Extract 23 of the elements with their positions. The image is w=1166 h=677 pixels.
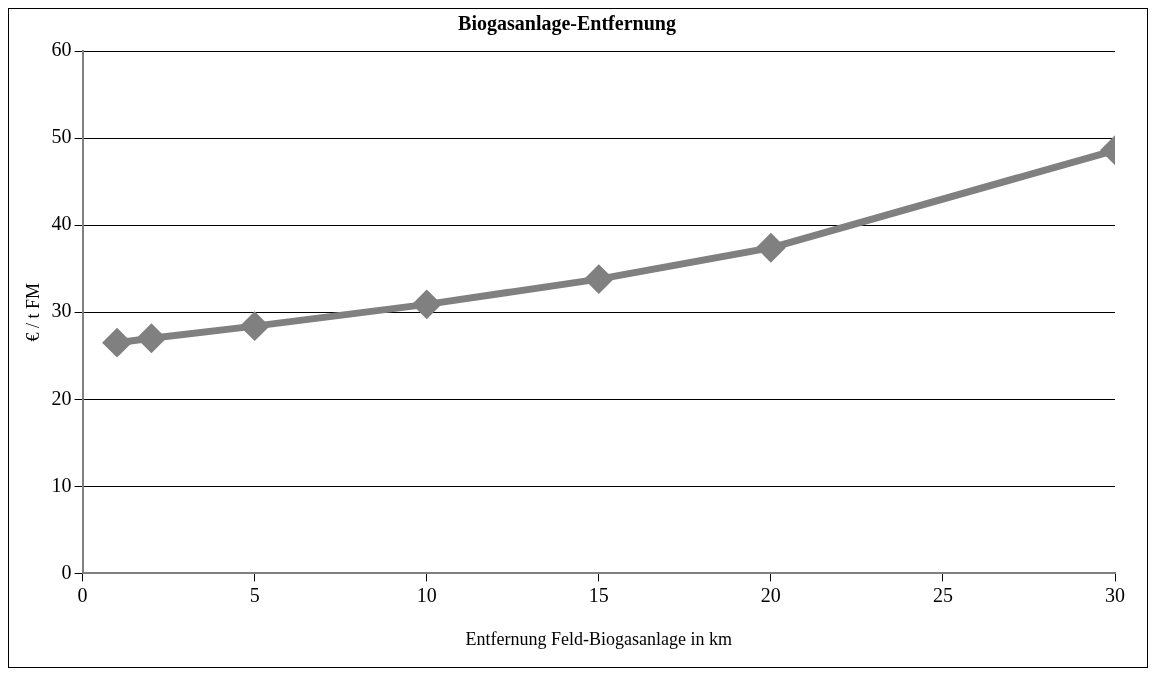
y-tick-label: 60 xyxy=(51,38,72,61)
y-tick-label: 50 xyxy=(51,125,72,148)
x-axis-title: Entfernung Feld-Biogasanlage in km xyxy=(465,628,733,649)
y-tick-label: 20 xyxy=(51,386,72,409)
x-tick-label: 20 xyxy=(760,583,781,606)
x-tick-label: 10 xyxy=(416,583,437,606)
x-tick-label: 0 xyxy=(77,583,88,606)
x-tick-label: 25 xyxy=(932,583,953,606)
point xyxy=(241,312,269,340)
y-axis-title: € / t FM xyxy=(22,282,43,342)
y-tick-label: 30 xyxy=(51,299,72,322)
point xyxy=(585,265,613,293)
x-tick-label: 30 xyxy=(1105,583,1125,606)
y-tick-label: 10 xyxy=(51,473,72,496)
x-tick-label: 5 xyxy=(249,583,260,606)
point xyxy=(137,324,165,352)
chart-title: Biogasanlage-Entfernung xyxy=(458,12,676,36)
x-tick-label: 15 xyxy=(588,583,609,606)
point xyxy=(103,329,131,357)
point xyxy=(757,234,785,262)
point xyxy=(413,290,441,318)
y-tick-label: 0 xyxy=(61,560,72,583)
y-tick-label: 40 xyxy=(51,212,72,235)
